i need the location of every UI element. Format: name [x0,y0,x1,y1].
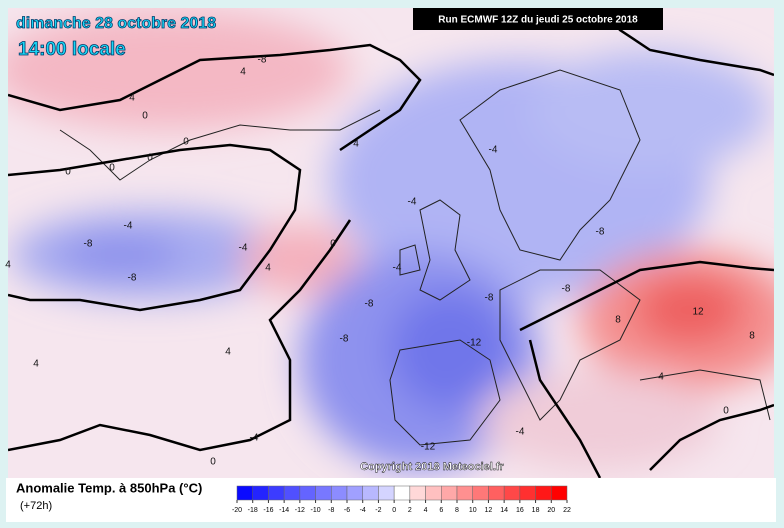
colorbar-tick-label: -4 [360,507,366,514]
colorbar-swatch [519,485,536,501]
run-box [413,8,663,30]
colorbar-swatch [456,485,473,501]
contour-label: -8 [596,227,605,238]
contour-label: 0 [142,111,148,122]
contour-label: 0 [723,406,729,417]
colorbar-tick-label: 22 [563,507,571,514]
zero-isotherm [8,8,774,478]
colorbar-swatch [299,485,316,501]
contour-label: 4 [129,93,135,104]
colorbar-tick-label: 4 [424,507,428,514]
coastlines [59,69,771,446]
colorbar-tick-label: -16 [263,507,273,514]
colorbar-swatch [362,485,379,501]
contour-label: 4 [353,139,359,150]
date-title: dimanche 28 octobre 2018 [16,15,216,32]
colorbar-swatch [236,485,253,501]
colorbar-tick-label: -6 [344,507,350,514]
colorbar-swatch [472,485,489,501]
colorbar-swatch [378,485,395,501]
colorbar-tick-label: -12 [295,507,305,514]
contour-label: -8 [340,334,349,345]
colorbar-tick-label: 8 [455,507,459,514]
contour-label: -8 [128,273,137,284]
contour-label: 4 [658,372,664,383]
colorbar-swatch [283,485,301,501]
colorbar-tick-label: -14 [279,507,289,514]
colorbar-tick-label: -18 [248,507,258,514]
colorbar-swatch [551,485,568,501]
contour-label: -8 [84,239,93,250]
colorbar-tick-label: 10 [469,507,477,514]
colorbar-tick-label: 0 [392,507,396,514]
copyright: Copyright 2018 Meteociel.fr [360,461,504,473]
colorbar-swatch [441,485,458,501]
contour-label: 0 [210,457,216,468]
contour-label: 4 [5,260,11,271]
colorbar-tick-label: 2 [408,507,412,514]
colorbar-tick-label: 12 [485,507,493,514]
colorbar-tick-label: -20 [232,507,242,514]
contour-label: 0 [330,239,336,250]
colorbar-tick-label: -8 [328,507,334,514]
colorbar-swatch [425,485,442,501]
colorbar-swatch [488,485,505,501]
contour-label: -4 [489,145,498,156]
colorbar-swatch [331,485,348,501]
colorbar-tick-label: 20 [547,507,555,514]
colorbar-swatch [393,485,411,501]
colorbar-tick-label: 16 [516,507,524,514]
contour-label: 0 [183,137,189,148]
contour-label: -12 [421,442,436,453]
colorbar-tick-label: 18 [532,507,540,514]
contour-label: 12 [692,307,704,318]
contour-label: -4 [124,221,133,232]
colorbar-tick-label: -10 [311,507,321,514]
contour-label: 4 [225,347,231,358]
colorbar-tick-label: 6 [439,507,443,514]
contour-label: -8 [485,293,494,304]
colorbar-swatch [503,485,521,501]
anomaly-field [8,10,774,470]
colorbar-tick-label: -2 [375,507,381,514]
contour-label: -8 [365,299,374,310]
colorbar-swatch [315,485,332,501]
colorbar-swatch [268,485,285,501]
contour-label: 8 [749,331,755,342]
contour-label: 0 [147,153,153,164]
contour-label: -4 [250,433,259,444]
contour-label: -4 [393,263,402,274]
contour-label: 4 [33,359,39,370]
contour-label: -4 [408,197,417,208]
legend-lead: (+72h) [20,500,52,512]
contour-label: -12 [467,338,482,349]
colorbar-swatch [409,485,426,501]
contour-label: 0 [109,163,115,174]
contour-label: -8 [258,55,267,66]
contour-label: 4 [265,263,271,274]
contour-label: 0 [65,167,71,178]
contour-label: 8 [615,315,621,326]
contour-label: 4 [240,67,246,78]
contour-label: -4 [516,427,525,438]
run-info: Run ECMWF 12Z du jeudi 25 octobre 2018 [438,15,638,26]
legend-title: Anomalie Temp. à 850hPa (°C) [16,480,202,495]
map [8,8,774,478]
colorbar-tick-label: 14 [500,507,508,514]
colorbar-swatch [535,485,552,501]
contour-label: -8 [562,284,571,295]
colorbar-swatch [252,485,269,501]
time-title: 14:00 locale [18,39,126,60]
colorbar-swatch [346,485,363,501]
contour-label: -4 [239,243,248,254]
